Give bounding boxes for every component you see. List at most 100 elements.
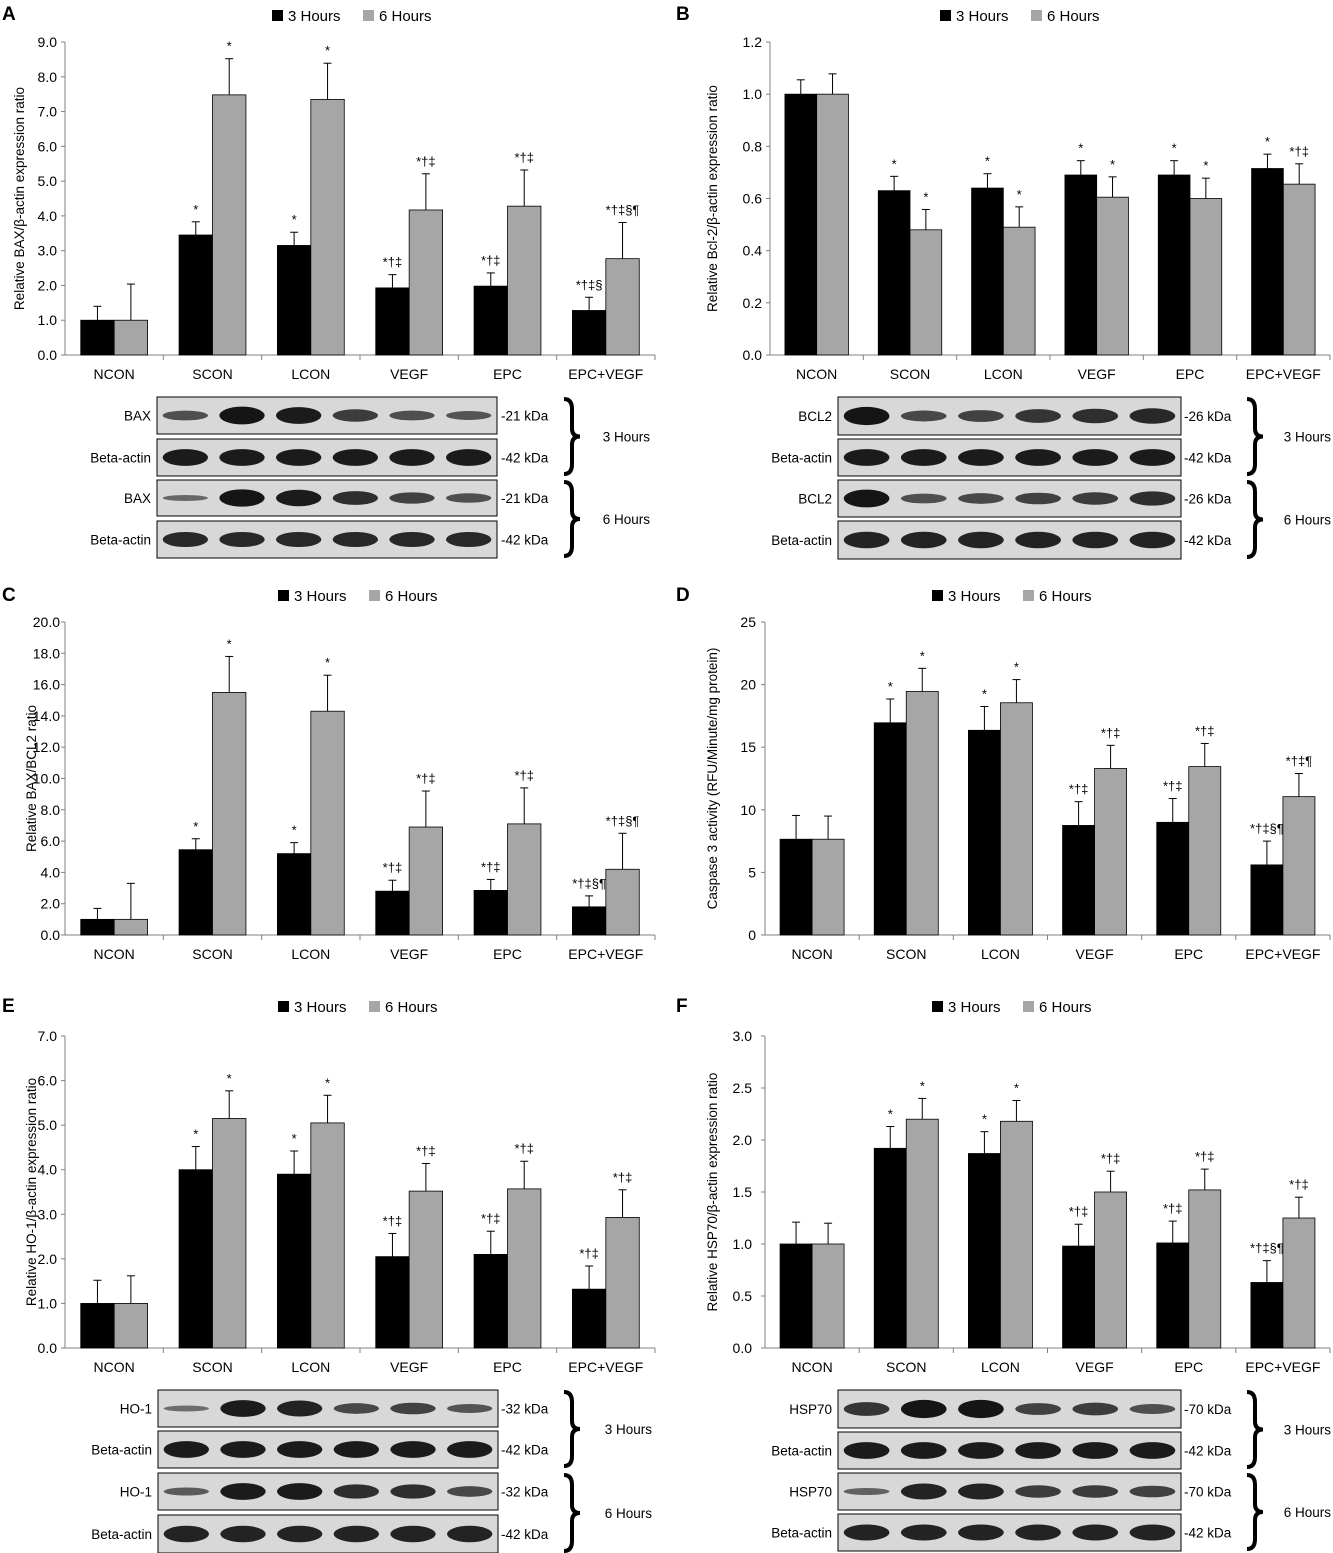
significance-label: *†‡§¶ <box>606 202 640 217</box>
significance-label: *†‡ <box>579 1246 599 1261</box>
chart-panel-a: A 3 Hours 6 Hours 0.0 1.0 2.0 3.0 4.0 5.0 6.0 7.0 8… <box>2 4 656 559</box>
legend-swatch-3h <box>272 10 283 21</box>
x-tick-label: EPC <box>493 946 522 962</box>
significance-label: *†‡ <box>1069 1204 1089 1219</box>
bar-3h <box>375 1256 410 1349</box>
bar-6h <box>1000 1120 1033 1349</box>
blot-band <box>162 410 208 421</box>
legend: 3 Hours 6 Hours <box>932 999 1092 1016</box>
blot-band <box>277 1400 323 1417</box>
blot-band <box>447 1404 493 1413</box>
blot-band <box>220 1525 266 1543</box>
blot-band <box>389 492 435 504</box>
y-tick-label: 0 <box>748 927 756 943</box>
blot-band <box>332 449 379 466</box>
y-tick-label: 6.0 <box>38 1073 58 1089</box>
blot-band <box>1129 531 1176 549</box>
legend-swatch-6h <box>369 590 380 601</box>
bar-3h <box>80 319 115 356</box>
y-tick-label: 3.0 <box>38 1206 58 1222</box>
blot-band <box>1129 449 1176 466</box>
legend-label-3h: 3 Hours <box>956 8 1009 25</box>
blot-band <box>220 1441 266 1458</box>
blot-band <box>219 531 265 548</box>
blot-band <box>958 1483 1004 1500</box>
y-tick-label: 0.0 <box>733 1340 753 1356</box>
x-tick-label: VEGF <box>1076 946 1114 962</box>
bar-3h <box>572 906 607 936</box>
bar-3h <box>877 190 911 356</box>
y-tick-label: 5.0 <box>38 1117 58 1133</box>
bar-3h <box>178 234 213 356</box>
blot-band <box>220 1400 266 1417</box>
significance-label: *†‡§¶ <box>606 813 640 828</box>
bar-6h <box>905 691 939 936</box>
blot-row-label: Beta-actin <box>91 1443 152 1458</box>
bar-3h <box>779 838 813 936</box>
significance-label: *†‡ <box>514 768 534 783</box>
legend-swatch-6h <box>1031 10 1042 21</box>
bar-6h <box>408 826 443 936</box>
western-blot: HSP70 -70 kDa Beta-actin -42 kDa HSP70 -70 kD… <box>771 1389 1331 1552</box>
bar-6h <box>507 823 542 936</box>
western-blot: BAX -21 kDa Beta-actin -42 kDa BAX -21 kDa Bet… <box>90 396 650 559</box>
bar-6h <box>909 229 943 356</box>
y-tick-label: 9.0 <box>38 34 58 50</box>
blot-band <box>1072 531 1119 549</box>
x-tick-label: SCON <box>886 1359 926 1375</box>
x-tick-label: SCON <box>886 946 926 962</box>
blot-band <box>1072 492 1119 505</box>
blot-band <box>390 1525 436 1543</box>
blot-band <box>333 1525 380 1543</box>
bar-3h <box>784 93 818 356</box>
blot-strip <box>837 1389 1182 1429</box>
significance-label: * <box>1017 187 1022 202</box>
blot-band <box>446 531 492 548</box>
bar-3h <box>178 1169 213 1349</box>
blot-band <box>958 410 1004 422</box>
bar-3h <box>1156 1242 1190 1349</box>
bar-3h <box>276 1173 312 1349</box>
brace <box>1246 480 1264 559</box>
brace <box>1246 1390 1264 1469</box>
y-tick-label: 0.0 <box>41 927 61 943</box>
significance-label: *†‡ <box>1069 782 1089 797</box>
blot-strip <box>156 479 498 517</box>
bar-6h <box>605 1217 640 1349</box>
panel-letter: B <box>676 4 690 25</box>
y-tick-label: 5.0 <box>38 173 58 189</box>
legend-label-3h: 3 Hours <box>294 588 347 605</box>
significance-label: *†‡ <box>1195 1149 1215 1164</box>
blot-band <box>219 449 265 466</box>
significance-label: *†‡§¶ <box>1250 821 1284 836</box>
significance-label: * <box>1014 660 1019 675</box>
bar-6h <box>310 1122 345 1349</box>
significance-label: *†‡ <box>1163 1201 1183 1216</box>
legend-swatch-3h <box>932 590 943 601</box>
bar-6h <box>113 918 148 936</box>
blot-kda-label: -42 kDa <box>1184 1444 1232 1459</box>
blot-band <box>900 1399 947 1419</box>
y-tick-label: 4.0 <box>38 208 58 224</box>
blot-band <box>220 1483 266 1500</box>
bar-3h <box>873 1147 907 1349</box>
blot-band <box>1129 408 1176 424</box>
blot-band <box>446 449 492 466</box>
y-tick-label: 0.0 <box>38 347 58 363</box>
significance-label: * <box>193 1127 198 1142</box>
bar-6h <box>605 258 640 356</box>
panel-letter: D <box>676 585 690 606</box>
blot-band <box>900 1524 947 1541</box>
y-tick-label: 20.0 <box>33 614 60 630</box>
blot-row-label: BCL2 <box>798 409 832 424</box>
significance-label: *†‡ <box>416 154 436 169</box>
y-tick-label: 4.0 <box>38 1162 58 1178</box>
y-tick-label: 10 <box>740 802 756 818</box>
brace <box>563 1390 581 1468</box>
blot-band <box>276 407 322 424</box>
blot-row-label: BAX <box>124 491 151 506</box>
significance-label: *†‡ <box>613 1170 633 1185</box>
y-tick-label: 7.0 <box>38 104 58 120</box>
bar-6h <box>1282 1217 1316 1349</box>
bar-6h <box>408 209 443 356</box>
